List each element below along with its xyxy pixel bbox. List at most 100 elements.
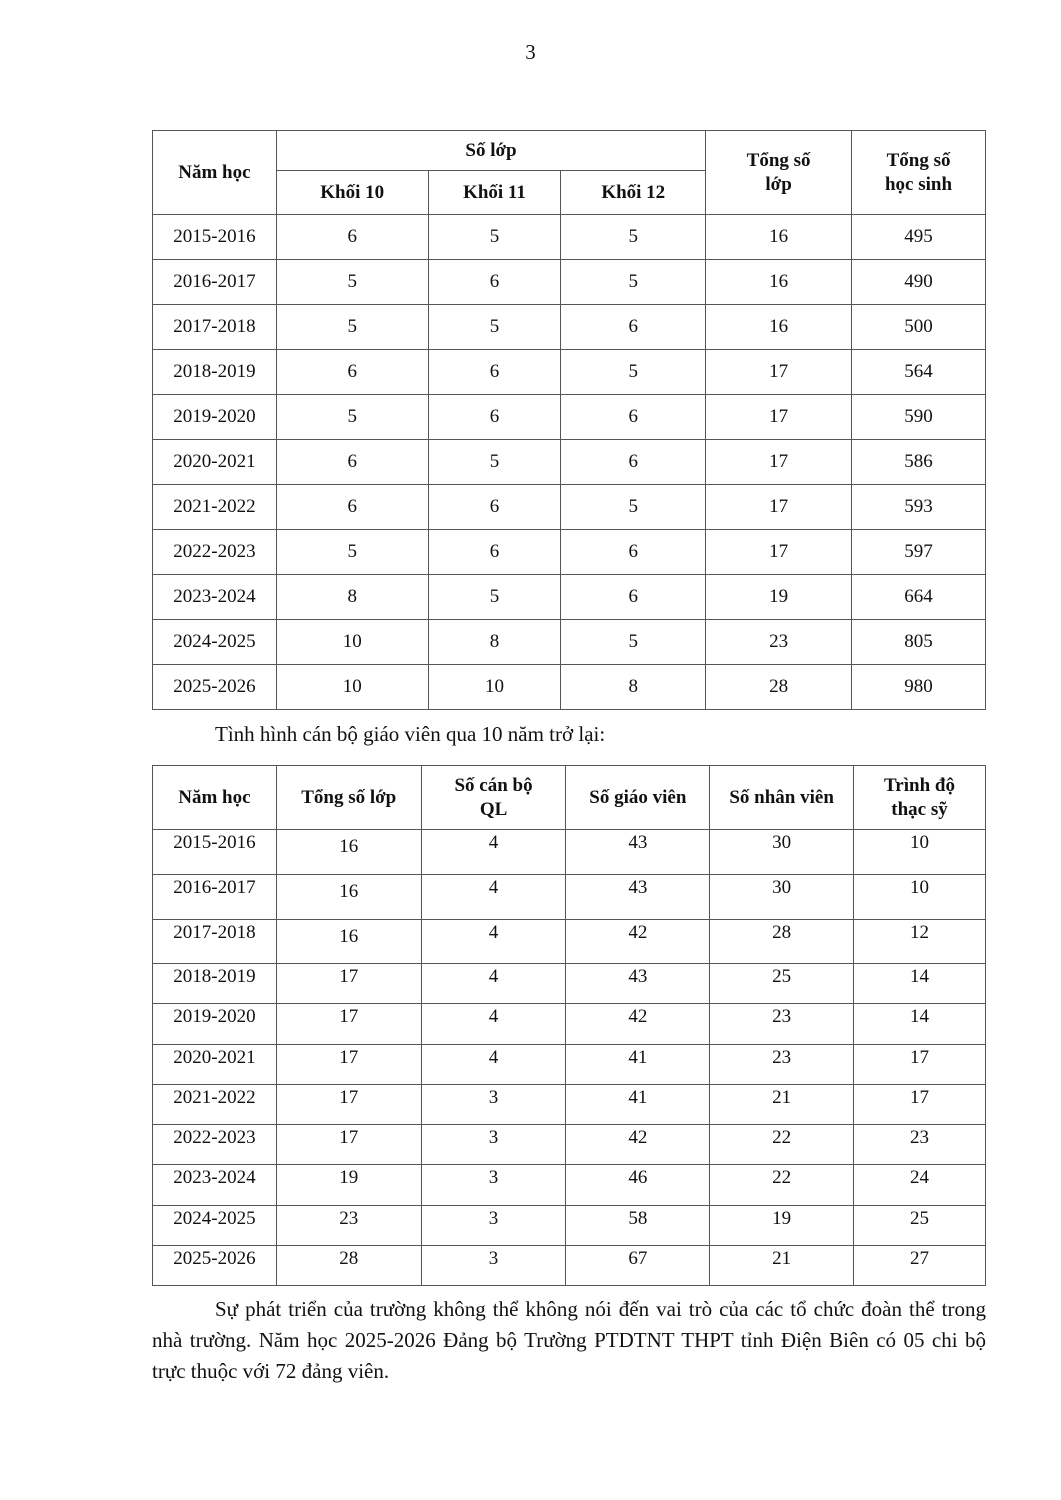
- table-row: 2022-2023 17 3 42 22 23: [152, 1124, 986, 1165]
- table-cell: 2017-2018: [152, 919, 277, 964]
- table-cell: 22: [709, 1164, 855, 1206]
- table-cell: 6: [560, 439, 707, 485]
- table-row: 2015-2016 6 5 5 16 495: [152, 214, 986, 260]
- table-cell: 23: [705, 619, 853, 665]
- table-cell: 5: [560, 214, 707, 260]
- table-cell: 43: [565, 963, 711, 1004]
- table-cell: 6: [275, 484, 429, 530]
- table-cell: 6: [275, 439, 429, 485]
- table-cell: 30: [709, 874, 855, 920]
- table-cell: 500: [851, 304, 986, 350]
- table-row: 2016-2017 5 6 5 16 490: [152, 259, 986, 305]
- table-cell: 495: [851, 214, 986, 260]
- table-cell: 4: [420, 919, 567, 964]
- table-row: 2019-2020 5 6 6 17 590: [152, 394, 986, 440]
- table-cell: 2020-2021: [152, 1044, 277, 1085]
- table-cell: 2023-2024: [152, 1164, 277, 1206]
- table-cell: 3: [420, 1245, 567, 1286]
- table-cell: 21: [709, 1084, 855, 1125]
- table-cell: 3: [420, 1124, 567, 1165]
- table-cell: 6: [427, 259, 562, 305]
- header-cell: Trình độ thạc sỹ: [853, 765, 986, 830]
- table-cell: 17: [853, 1084, 986, 1125]
- table-cell: 23: [709, 1003, 855, 1045]
- header-total-students: Tổng số học sinh: [851, 130, 986, 215]
- table-cell: 2015-2016: [152, 829, 277, 875]
- header-k11: Khối 11: [427, 170, 562, 215]
- header-class-group: Số lớp: [275, 130, 707, 171]
- table-cell: 41: [565, 1084, 711, 1125]
- table-cell: 5: [560, 619, 707, 665]
- table-cell: 4: [420, 963, 567, 1004]
- table-cell: 5: [560, 259, 707, 305]
- table-cell: 6: [560, 574, 707, 620]
- table-cell: 5: [560, 484, 707, 530]
- table-cell: 19: [705, 574, 853, 620]
- table-cell: 16: [705, 214, 853, 260]
- table-cell: 5: [427, 304, 562, 350]
- table-cell: 805: [851, 619, 986, 665]
- table-cell: 6: [560, 304, 707, 350]
- table-cell: 597: [851, 529, 986, 575]
- table-cell: 4: [420, 874, 567, 920]
- table-cell: 3: [420, 1205, 567, 1246]
- table-cell: 16: [275, 829, 422, 875]
- table-cell: 5: [560, 349, 707, 395]
- table-cell: 980: [851, 664, 986, 710]
- header-cell: Năm học: [152, 765, 277, 830]
- table-cell: 590: [851, 394, 986, 440]
- table-cell: 14: [853, 963, 986, 1004]
- table-cell: 2019-2020: [152, 1003, 277, 1045]
- table-cell: 22: [709, 1124, 855, 1165]
- table-row: 2020-2021 6 5 6 17 586: [152, 439, 986, 485]
- table-cell: 16: [275, 874, 422, 920]
- table-cell: 6: [560, 529, 707, 575]
- table-cell: 16: [275, 919, 422, 964]
- table-cell: 490: [851, 259, 986, 305]
- table-cell: 10: [427, 664, 562, 710]
- table-cell: 2015-2016: [152, 214, 277, 260]
- table-cell: 17: [705, 484, 853, 530]
- table-cell: 17: [705, 394, 853, 440]
- table-cell: 2019-2020: [152, 394, 277, 440]
- table-cell: 17: [275, 1084, 422, 1125]
- table-cell: 10: [275, 619, 429, 665]
- table-row: 2024-2025 10 8 5 23 805: [152, 619, 986, 665]
- table-cell: 4: [420, 829, 567, 875]
- table-cell: 6: [427, 349, 562, 395]
- table-cell: 4: [420, 1044, 567, 1085]
- table-cell: 10: [853, 829, 986, 875]
- table-cell: 28: [705, 664, 853, 710]
- table-cell: 16: [705, 304, 853, 350]
- header-k12: Khối 12: [560, 170, 707, 215]
- table-cell: 19: [275, 1164, 422, 1206]
- table-cell: 6: [427, 529, 562, 575]
- table-cell: 58: [565, 1205, 711, 1246]
- table-row: 2018-2019 17 4 43 25 14: [152, 963, 986, 1004]
- table-cell: 2018-2019: [152, 349, 277, 395]
- table-cell: 17: [275, 1124, 422, 1165]
- table-cell: 5: [275, 304, 429, 350]
- table-row: 2024-2025 23 3 58 19 25: [152, 1205, 986, 1246]
- header-cell: Số nhân viên: [709, 765, 855, 830]
- table-cell: 17: [275, 963, 422, 1004]
- table-row: 2023-2024 19 3 46 22 24: [152, 1164, 986, 1206]
- table-cell: 593: [851, 484, 986, 530]
- table-cell: 43: [565, 874, 711, 920]
- table-cell: 6: [560, 394, 707, 440]
- page-number: 3: [525, 40, 536, 64]
- table-cell: 3: [420, 1164, 567, 1206]
- staff-table: Năm học Tổng số lớp Số cán bộ QL Số giáo vi…: [152, 765, 986, 1286]
- table-cell: 2022-2023: [152, 1124, 277, 1165]
- table-cell: 6: [427, 484, 562, 530]
- table-cell: 14: [853, 1003, 986, 1045]
- table-row: 2022-2023 5 6 6 17 597: [152, 529, 986, 575]
- table-cell: 4: [420, 1003, 567, 1045]
- table-cell: 2023-2024: [152, 574, 277, 620]
- table-cell: 8: [427, 619, 562, 665]
- class-count-table: Năm học Số lớp Tổng số lớp Tổng số học s…: [152, 130, 986, 710]
- table-row: 2016-2017 16 4 43 30 10: [152, 874, 986, 920]
- table-cell: 25: [709, 963, 855, 1004]
- table-cell: 2021-2022: [152, 484, 277, 530]
- table-cell: 17: [705, 529, 853, 575]
